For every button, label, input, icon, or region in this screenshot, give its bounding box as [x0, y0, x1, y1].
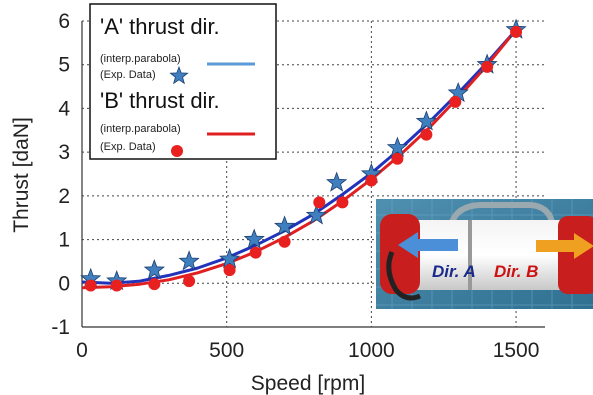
arrow-left-icon: [398, 232, 458, 258]
y-tick-label: 2: [58, 185, 70, 208]
legend-data-label-a: (Exp. Data): [100, 69, 156, 81]
dot-marker-b: [313, 196, 326, 209]
star-marker-a: [243, 228, 265, 249]
legend-fit-label-b: (interp.parabola): [100, 123, 181, 135]
dot-marker-b: [148, 278, 161, 291]
x-tick-label: 1000: [348, 339, 395, 362]
legend-fit-label-a: (interp.parabola): [100, 53, 181, 65]
inset-photo: Dir. A Dir. B: [376, 199, 593, 309]
star-marker-a: [219, 248, 241, 269]
dot-marker-b: [420, 128, 433, 141]
tube-handle: [449, 202, 555, 224]
dot-marker-b: [336, 196, 349, 209]
dot-marker-b: [84, 279, 97, 292]
thruster-tube: [395, 220, 575, 290]
legend-dot-marker-b: [171, 145, 183, 157]
legend: 'A' thrust dir. (interp.parabola) (Exp. …: [89, 3, 277, 160]
dot-marker-b: [223, 264, 236, 277]
y-tick-label: -1: [51, 316, 70, 339]
y-tick-label: 3: [58, 141, 70, 164]
y-tick-labels: -1 0 1 2 3 4 5 6: [51, 10, 70, 339]
y-tick-label: 1: [58, 229, 70, 252]
legend-title-a: 'A' thrust dir.: [100, 14, 220, 39]
y-tick-label: 5: [58, 54, 70, 77]
arrow-right-icon: [536, 233, 593, 259]
x-axis-label: Speed [rpm]: [251, 372, 365, 395]
dot-marker-b: [449, 95, 462, 108]
star-marker-a: [143, 259, 165, 280]
dot-marker-b: [110, 279, 123, 292]
dot-marker-b: [278, 235, 291, 248]
star-marker-a: [415, 110, 437, 131]
dir-a-label: Dir. A: [432, 262, 476, 281]
y-tick-label: 4: [58, 97, 70, 120]
dot-marker-b: [249, 246, 262, 259]
legend-data-label-b: (Exp. Data): [100, 141, 156, 153]
data-markers: [80, 18, 527, 292]
dot-marker-b: [365, 174, 378, 187]
x-tick-label: 0: [76, 339, 88, 362]
tube-clamp: [468, 220, 472, 290]
star-marker-a: [305, 204, 327, 225]
dot-marker-b: [481, 60, 494, 73]
legend-star-marker-a: [169, 65, 189, 85]
dot-marker-b: [510, 25, 523, 38]
star-marker-a: [178, 250, 200, 271]
dir-b-label: Dir. B: [494, 262, 538, 281]
x-tick-labels: 0 500 1000 1500: [76, 339, 539, 362]
y-tick-label: 0: [58, 272, 70, 295]
x-tick-label: 500: [209, 339, 244, 362]
cable: [386, 250, 421, 301]
star-marker-a: [274, 215, 296, 236]
dot-marker-b: [391, 152, 404, 165]
y-tick-label: 6: [58, 10, 70, 33]
x-tick-label: 1500: [493, 339, 540, 362]
dot-marker-b: [183, 275, 196, 288]
star-marker-a: [326, 171, 348, 192]
legend-title-b: 'B' thrust dir.: [100, 88, 220, 113]
star-marker-a: [386, 136, 408, 157]
y-axis-label: Thrust [daN]: [10, 117, 33, 233]
